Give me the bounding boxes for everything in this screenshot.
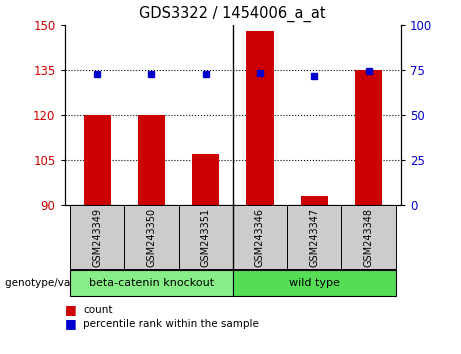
- Text: beta-catenin knockout: beta-catenin knockout: [89, 278, 214, 288]
- Bar: [355, 70, 382, 205]
- Bar: [246, 31, 273, 205]
- Text: count: count: [83, 305, 112, 315]
- Text: GSM243351: GSM243351: [201, 207, 211, 267]
- Bar: [301, 196, 328, 205]
- Text: ■: ■: [65, 303, 76, 316]
- Text: percentile rank within the sample: percentile rank within the sample: [83, 319, 259, 329]
- Bar: [138, 115, 165, 205]
- Text: GSM243349: GSM243349: [92, 208, 102, 267]
- Text: GSM243350: GSM243350: [147, 207, 156, 267]
- Text: wild type: wild type: [289, 278, 340, 288]
- Text: GSM243347: GSM243347: [309, 207, 319, 267]
- Text: genotype/variation ▶: genotype/variation ▶: [5, 278, 115, 288]
- Text: ■: ■: [65, 318, 76, 330]
- Text: GSM243348: GSM243348: [364, 208, 373, 267]
- Text: GSM243346: GSM243346: [255, 208, 265, 267]
- Bar: [83, 115, 111, 205]
- Bar: [192, 154, 219, 205]
- Title: GDS3322 / 1454006_a_at: GDS3322 / 1454006_a_at: [140, 6, 326, 22]
